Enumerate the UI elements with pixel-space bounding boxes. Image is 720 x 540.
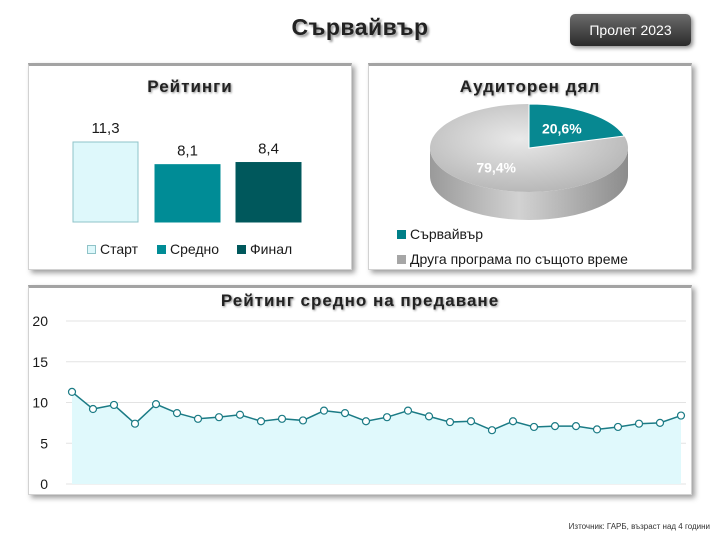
rating-area (72, 391, 681, 484)
rating-point-2 (109, 400, 119, 410)
rating-point-12 (319, 406, 329, 415)
bar-0 (72, 141, 139, 223)
legend-swatch-average (157, 245, 166, 254)
audience-share-pie-chart: 20,6% 79,4% (430, 103, 628, 220)
y-tick-label-1: 5 (40, 435, 48, 451)
rating-point-21 (508, 417, 518, 426)
rating-point-26 (613, 422, 623, 432)
pie-slice-0 (528, 103, 626, 149)
y-tick-label-2: 10 (32, 395, 48, 411)
rating-point-29 (676, 411, 686, 420)
audience-share-title: Аудиторен дял (459, 77, 601, 96)
legend-swatch-survivor (397, 230, 406, 239)
legend-label-average: Средно (170, 241, 220, 257)
rating-point-13 (340, 408, 350, 418)
y-tick-label-3: 15 (32, 354, 48, 370)
rating-point-9 (256, 417, 266, 426)
rating-point-11 (298, 416, 308, 425)
rating-point-0 (67, 387, 77, 397)
legend-item-survivor: Сървайвър (397, 226, 483, 242)
bar-value-label-0: 11,3 (91, 120, 119, 137)
pie-side (430, 148, 628, 220)
legend-item-start: Старт (87, 241, 138, 257)
y-tick-label-0: 0 (40, 476, 48, 492)
rating-point-7 (214, 413, 224, 422)
page-title: Сървайвър (291, 14, 429, 40)
legend-item-final: Финал (237, 241, 292, 257)
legend-swatch-start (87, 245, 96, 254)
legend-item-average: Средно (157, 241, 219, 257)
bar-1 (154, 164, 221, 223)
rating-point-19 (466, 417, 476, 426)
y-tick-label-4: 20 (32, 313, 48, 329)
rating-point-16 (403, 406, 413, 415)
pie-value-label-1: 79,4% (476, 159, 516, 175)
rating-point-20 (487, 426, 497, 435)
rating-point-15 (382, 413, 392, 422)
rating-point-24 (571, 422, 581, 431)
legend-swatch-other-program (397, 255, 406, 264)
legend-label-start: Старт (100, 241, 139, 257)
rating-per-episode-panel: 0 5 10 15 20 Рейтинг средно на предаване (28, 285, 692, 495)
rating-point-22 (529, 422, 539, 432)
rating-point-1 (88, 404, 98, 414)
rating-point-10 (277, 414, 287, 423)
season-button[interactable]: Пролет 2023 (570, 14, 691, 46)
legend-label-other-program: Друга програма по същото време (410, 251, 628, 267)
bar-2 (235, 162, 302, 223)
audience-share-panel: 20,6% 79,4% Аудиторен дял Сървайвър Друга… (368, 63, 692, 270)
legend-swatch-final (237, 245, 246, 254)
source-note: Източник: ГАРБ, възраст над 4 години (568, 522, 710, 531)
rating-point-25 (592, 425, 602, 434)
legend-item-other-program: Друга програма по същото време (397, 251, 628, 267)
bar-value-label-1: 8,1 (177, 143, 198, 160)
pie-value-label-0: 20,6% (542, 121, 582, 137)
ratings-panel: 11,3 8,1 8,4 Рейтинги Старт Средно Финал (28, 63, 352, 270)
rating-point-5 (172, 408, 182, 418)
legend-label-final: Финал (250, 241, 293, 257)
rating-point-28 (655, 418, 665, 427)
legend-label-survivor: Сървайвър (410, 226, 484, 242)
rating-point-8 (235, 410, 245, 419)
ratings-bar-chart: 11,3 8,1 8,4 (72, 120, 302, 223)
rating-point-18 (445, 417, 455, 427)
bar-value-label-2: 8,4 (258, 141, 279, 158)
rating-point-4 (151, 400, 161, 409)
rating-point-3 (130, 419, 140, 428)
rating-per-episode-chart: 0 5 10 15 20 (32, 313, 686, 492)
ratings-title: Рейтинги (147, 77, 233, 96)
rating-point-27 (634, 419, 644, 428)
rating-point-14 (361, 417, 371, 426)
rating-point-6 (193, 414, 203, 423)
rating-per-episode-title: Рейтинг средно на предаване (220, 291, 500, 310)
rating-point-23 (550, 422, 560, 431)
rating-point-17 (424, 412, 434, 421)
